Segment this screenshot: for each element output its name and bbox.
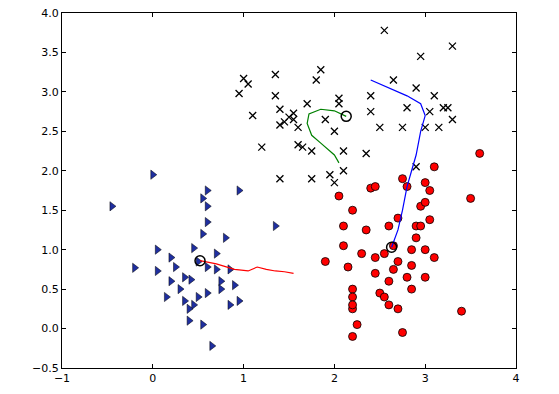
svg-text:3.5: 3.5 [41,46,59,59]
svg-text:4.0: 4.0 [41,7,59,20]
svg-text:2: 2 [331,372,338,385]
svg-text:1.5: 1.5 [41,204,59,217]
svg-text:0.5: 0.5 [41,283,59,296]
svg-text:3.0: 3.0 [41,86,59,99]
svg-text:0.0: 0.0 [41,322,59,335]
svg-text:−1: −1 [54,372,70,385]
svg-text:0: 0 [149,372,156,385]
svg-text:2.5: 2.5 [41,125,59,138]
svg-text:−0.5: −0.5 [32,362,59,375]
svg-text:4: 4 [513,372,520,385]
svg-text:3: 3 [422,372,429,385]
svg-text:1.0: 1.0 [41,244,59,257]
svg-text:2.0: 2.0 [41,165,59,178]
svg-text:1: 1 [240,372,247,385]
